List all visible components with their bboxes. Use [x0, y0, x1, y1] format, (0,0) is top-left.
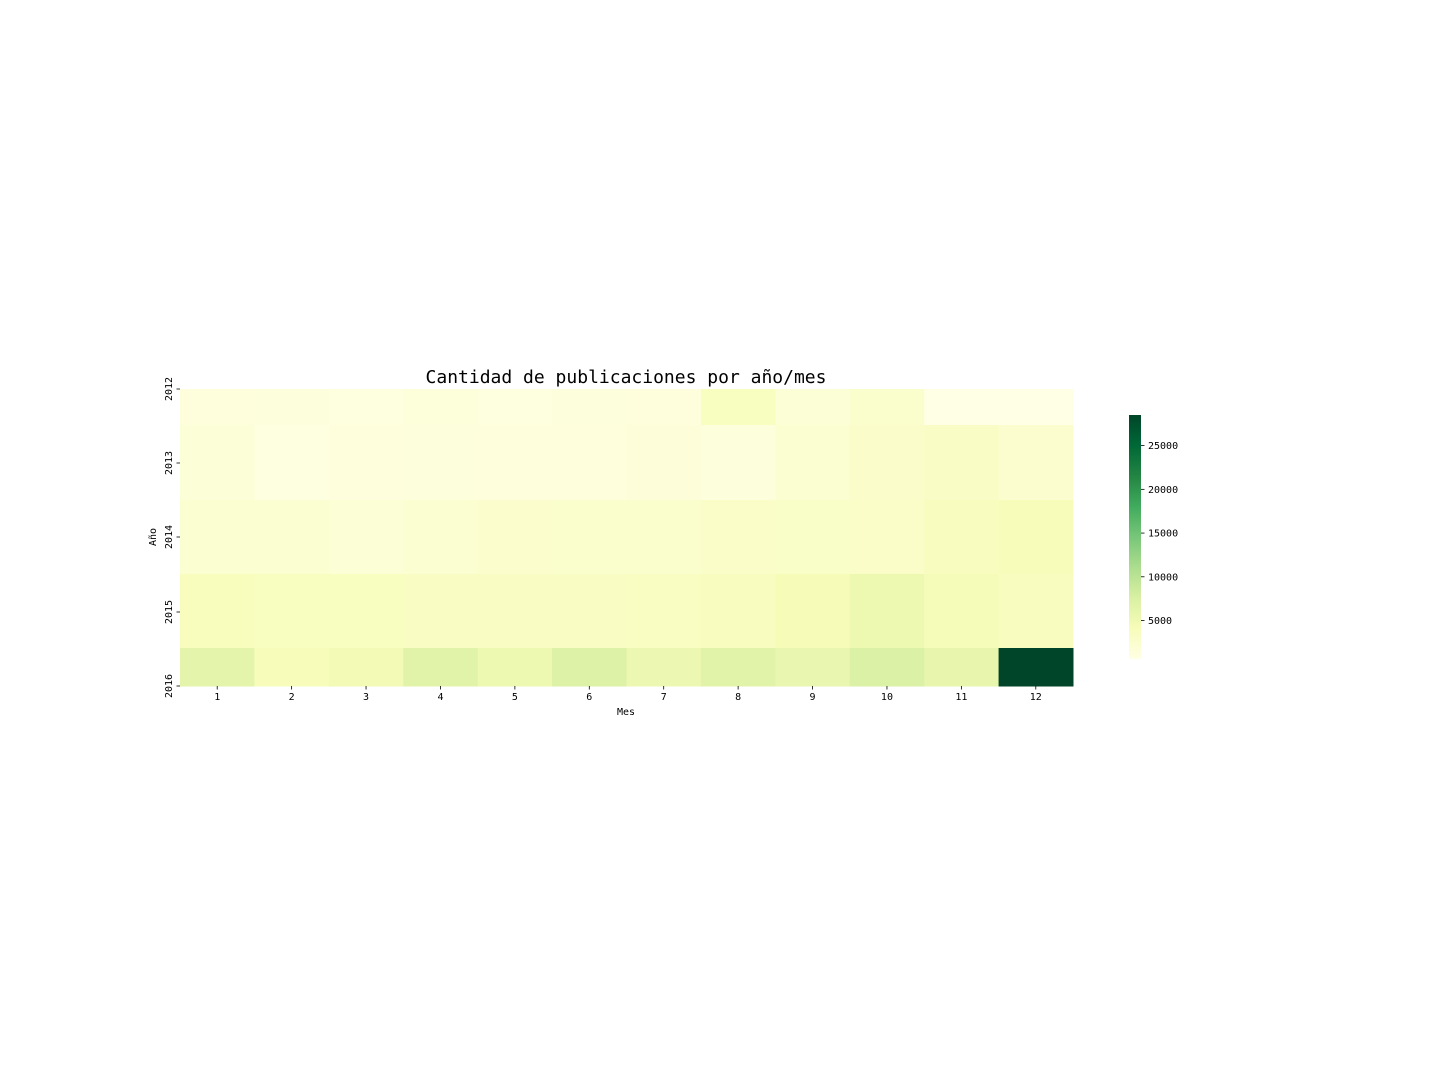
colorbar-tick-label: 5000: [1148, 616, 1172, 627]
heatmap-cell-2015-4: [403, 574, 479, 649]
heatmap-cell-2016-3: [328, 648, 404, 687]
colorbar-tick-label: 25000: [1148, 441, 1178, 452]
x-tick-label: 11: [955, 692, 967, 703]
x-tick-label: 1: [214, 692, 220, 703]
heatmap-cell-2012-5: [477, 389, 553, 426]
heatmap-cell-2016-12: [998, 648, 1074, 687]
colorbar-tick-label: 20000: [1148, 485, 1178, 496]
heatmap-cell-2015-5: [477, 574, 553, 649]
x-tick-label: 3: [363, 692, 369, 703]
heatmap-cell-2016-10: [849, 648, 925, 687]
heatmap-cell-2012-11: [924, 389, 1000, 426]
heatmap-cell-2014-2: [254, 500, 330, 575]
heatmap-cell-2016-5: [477, 648, 553, 687]
heatmap-cell-2012-8: [700, 389, 776, 426]
heatmap-cell-2013-8: [700, 425, 776, 501]
heatmap-cell-2013-3: [328, 425, 404, 501]
heatmap-cell-2012-4: [403, 389, 479, 426]
heatmap-cell-2015-8: [700, 574, 776, 649]
heatmap-cell-2015-10: [849, 574, 925, 649]
heatmap-cell-2015-9: [775, 574, 851, 649]
heatmap-cell-2016-6: [552, 648, 627, 687]
x-tick-label: 9: [810, 692, 816, 703]
heatmap-cell-2014-10: [849, 500, 925, 575]
heatmap-cell-2016-9: [775, 648, 851, 687]
heatmap-cells: [180, 389, 1074, 687]
x-tick-label: 2: [289, 692, 295, 703]
heatmap-cell-2015-2: [254, 574, 330, 649]
heatmap-cell-2012-10: [849, 389, 925, 426]
heatmap-cell-2013-10: [849, 425, 925, 501]
heatmap-cell-2016-2: [254, 648, 330, 687]
heatmap-cell-2014-5: [477, 500, 553, 575]
heatmap-cell-2014-11: [924, 500, 1000, 575]
heatmap-cell-2012-7: [626, 389, 702, 426]
heatmap-cell-2015-11: [924, 574, 1000, 649]
heatmap-cell-2014-8: [700, 500, 776, 575]
heatmap-cell-2014-4: [403, 500, 479, 575]
x-tick-label: 10: [881, 692, 893, 703]
colorbar: 5000 10000 15000 20000 25000: [1129, 415, 1178, 659]
heatmap-cell-2012-12: [998, 389, 1074, 426]
y-axis: 2012 2013 2014 2015 2016: [164, 377, 180, 698]
heatmap-cell-2012-9: [775, 389, 851, 426]
colorbar-gradient: [1129, 415, 1141, 659]
heatmap-cell-2013-7: [626, 425, 702, 501]
y-axis-label: Año: [148, 528, 159, 546]
x-tick-label: 7: [661, 692, 667, 703]
y-tick-label: 2013: [164, 451, 175, 475]
heatmap-cell-2016-1: [180, 648, 255, 687]
heatmap-cell-2016-8: [700, 648, 776, 687]
heatmap-cell-2013-11: [924, 425, 1000, 501]
heatmap-cell-2016-11: [924, 648, 1000, 687]
colorbar-tick-label: 10000: [1148, 572, 1178, 583]
heatmap-cell-2012-3: [328, 389, 404, 426]
x-tick-label: 6: [586, 692, 592, 703]
heatmap-cell-2016-7: [626, 648, 702, 687]
x-axis-label: Mes: [617, 707, 635, 718]
chart-title: Cantidad de publicaciones por año/mes: [426, 367, 827, 388]
heatmap-cell-2012-2: [254, 389, 330, 426]
heatmap-cell-2015-3: [328, 574, 404, 649]
heatmap-cell-2014-3: [328, 500, 404, 575]
heatmap-cell-2015-7: [626, 574, 702, 649]
heatmap-cell-2013-9: [775, 425, 851, 501]
heatmap-cell-2013-1: [180, 425, 255, 501]
x-tick-label: 8: [735, 692, 741, 703]
heatmap-cell-2013-6: [552, 425, 627, 501]
heatmap-cell-2014-6: [552, 500, 627, 575]
heatmap-cell-2014-12: [998, 500, 1074, 575]
heatmap-cell-2015-6: [552, 574, 627, 649]
x-tick-label: 5: [512, 692, 518, 703]
heatmap-cell-2012-1: [180, 389, 255, 426]
heatmap-cell-2013-5: [477, 425, 553, 501]
y-tick-label: 2012: [164, 377, 175, 401]
colorbar-tick-label: 15000: [1148, 529, 1178, 540]
heatmap-cell-2014-9: [775, 500, 851, 575]
heatmap-cell-2016-4: [403, 648, 479, 687]
heatmap-cell-2013-12: [998, 425, 1074, 501]
x-tick-label: 12: [1030, 692, 1042, 703]
y-tick-label: 2016: [164, 674, 175, 698]
heatmap-cell-2015-12: [998, 574, 1074, 649]
heatmap-cell-2015-1: [180, 574, 255, 649]
heatmap-cell-2012-6: [552, 389, 627, 426]
y-tick-label: 2015: [164, 600, 175, 624]
y-tick-label: 2014: [164, 525, 175, 549]
heatmap-cell-2013-2: [254, 425, 330, 501]
x-tick-label: 4: [437, 692, 443, 703]
heatmap-cell-2014-1: [180, 500, 255, 575]
heatmap-cell-2013-4: [403, 425, 479, 501]
heatmap-cell-2014-7: [626, 500, 702, 575]
x-axis: 1 2 3 4 5 6 7 8 9 10 11 12: [214, 686, 1042, 703]
